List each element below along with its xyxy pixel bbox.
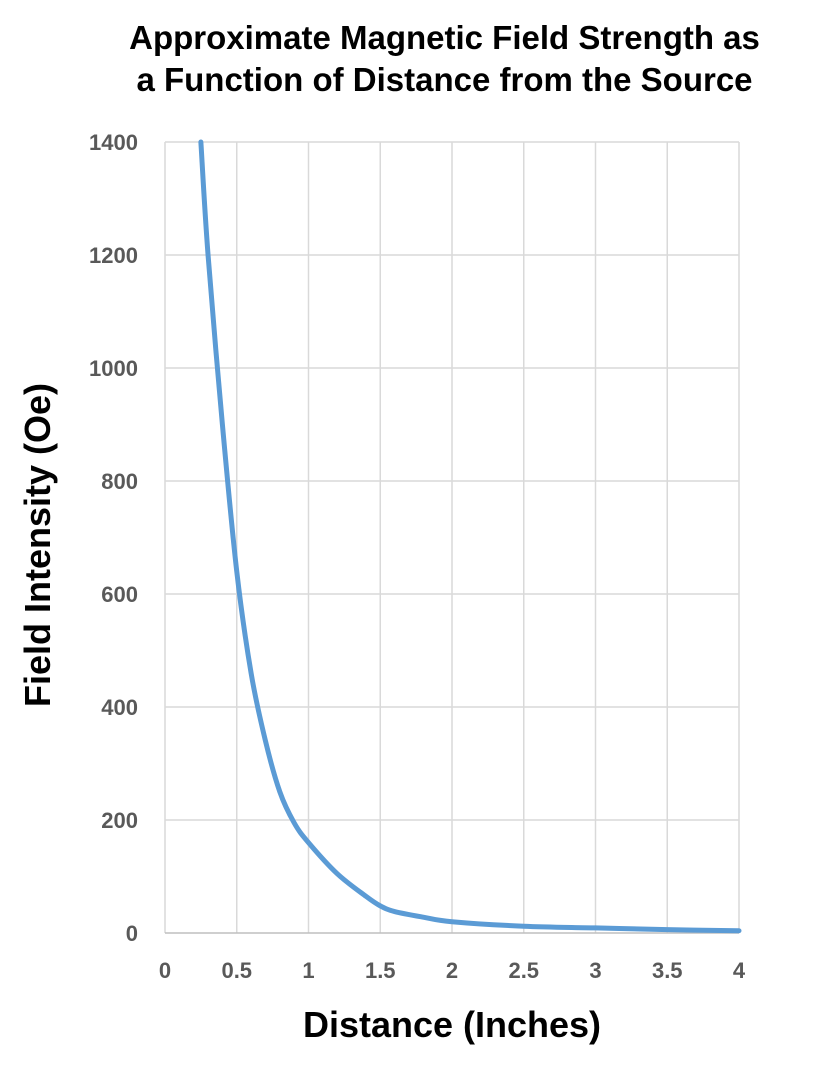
chart-title-line-2: a Function of Distance from the Source <box>136 61 753 98</box>
y-tick-label: 0 <box>126 921 138 946</box>
y-tick-label: 1000 <box>89 356 138 381</box>
y-tick-label: 800 <box>101 469 138 494</box>
x-tick-label: 0.5 <box>221 958 252 983</box>
y-tick-label: 600 <box>101 582 138 607</box>
x-tick-label: 1 <box>302 958 314 983</box>
x-tick-label: 2.5 <box>508 958 539 983</box>
gridlines <box>165 141 740 933</box>
tick-labels: 0 0.5 1 1.5 2 2.5 3 3.5 4 0 200 400 600 800 1000 1200 14… <box>89 130 746 983</box>
x-tick-label: 2 <box>446 958 458 983</box>
x-tick-label: 3.5 <box>652 958 683 983</box>
x-tick-label: 0 <box>159 958 171 983</box>
y-tick-label: 400 <box>101 695 138 720</box>
x-axis-label: Distance (Inches) <box>303 1004 601 1045</box>
x-tick-label: 4 <box>733 958 746 983</box>
x-tick-label: 1.5 <box>365 958 396 983</box>
series-line-0 <box>198 139 742 934</box>
axes <box>164 142 739 934</box>
y-axis-label: Field Intensity (Oe) <box>17 383 58 707</box>
series-layer <box>198 139 742 934</box>
x-tick-label: 3 <box>589 958 601 983</box>
y-tick-label: 200 <box>101 808 138 833</box>
chart-title-line-1: Approximate Magnetic Field Strength as <box>129 19 760 56</box>
y-tick-label: 1400 <box>89 130 138 155</box>
y-tick-label: 1200 <box>89 243 138 268</box>
